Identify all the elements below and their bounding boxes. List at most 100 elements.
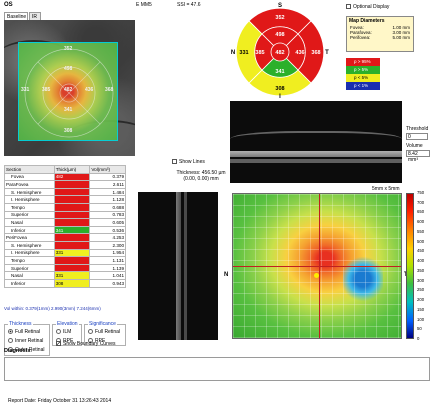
cell-thick: 331: [53, 271, 91, 280]
table-row[interactable]: PeriFovea 4.253: [4, 233, 126, 242]
cell-thick: [53, 233, 91, 242]
threshold-input[interactable]: 0: [406, 133, 428, 140]
table-row[interactable]: Tempo 0.688: [4, 202, 126, 212]
cell-vol: 0.783: [89, 210, 126, 220]
thickness-overlay[interactable]: 352 498 331 385 482 436 368 341 308: [18, 42, 118, 141]
horizontal-bscan-image[interactable]: [230, 101, 402, 183]
cell-vol: 1.041: [89, 271, 126, 280]
table-row[interactable]: S. Hemisphere 1.484: [4, 187, 126, 197]
radio-sig-full-retinal[interactable]: Full Retinal: [88, 329, 120, 335]
volume-label: Volume: [406, 143, 423, 149]
table-row[interactable]: Inferior 341 0.536: [4, 225, 126, 235]
fundus-val-left-outer: 331: [21, 87, 30, 93]
elevation-group: Elevation ILM RPE: [52, 321, 82, 346]
sector-val-outer-left: 331: [239, 50, 248, 56]
col-header-thick: Thick(µm): [53, 165, 91, 174]
cell-vol: 2.300: [89, 240, 126, 250]
map-diameters-title: Map Diameters: [349, 18, 385, 24]
cell-vol: 0.688: [89, 202, 126, 212]
fundus-val-center: 482: [64, 87, 73, 93]
vertical-bscan-image[interactable]: [138, 192, 218, 340]
cell-section: Fovea: [4, 172, 55, 182]
scale-tick-label: 100: [417, 316, 425, 322]
show-lines-checkbox[interactable]: Show Lines: [172, 159, 205, 165]
cursor-marker[interactable]: [314, 273, 319, 278]
thickness-coords: (0.00, 0.00) mm: [183, 176, 219, 182]
show-boundary-checkbox[interactable]: Show Boundary Curves: [56, 341, 116, 347]
scale-tick-label: 650: [417, 209, 425, 215]
table-row[interactable]: I. Hemisphere 1.128: [4, 195, 126, 204]
radio-icon: [8, 329, 13, 335]
scale-tick-label: 200: [417, 297, 425, 303]
map-label-t: T: [404, 272, 408, 278]
cell-vol: 1.128: [89, 195, 126, 204]
diagnosis-textarea[interactable]: [4, 357, 430, 381]
radio-icon: [88, 329, 93, 335]
fundus-val-inner-bottom: 341: [64, 107, 73, 113]
scale-tick-label: 750: [417, 190, 425, 195]
checkbox-icon: [172, 159, 177, 165]
cell-section: ParaFovea: [4, 180, 55, 189]
radio-icon: [8, 347, 13, 353]
scan-mode: E MM5: [136, 2, 152, 8]
cell-vol: 4.253: [89, 233, 126, 242]
vol-within-text: Vol within: 0.379(1mm) 2.990(3mm) 7.244(…: [4, 306, 101, 311]
cell-section: Inferior: [4, 225, 55, 235]
table-row[interactable]: I. Hemisphere 331 1.954: [4, 248, 126, 258]
sector-val-inner-right: 436: [295, 50, 304, 56]
map-diameter-row: Parafovea: 3.00 mm: [350, 30, 410, 35]
checkbox-icon: [346, 4, 351, 10]
table-row[interactable]: S. Hemisphere 2.300: [4, 240, 126, 250]
map-diameter-row: Fovea: 1.00 mm: [350, 25, 410, 30]
tab-ir[interactable]: IR: [29, 12, 41, 20]
optional-display-checkbox[interactable]: Optional Display: [346, 4, 389, 10]
show-lines-label: Show Lines: [179, 159, 205, 165]
table-row[interactable]: Inferior 308 0.943: [4, 278, 126, 288]
cell-section: Tempo: [4, 256, 55, 265]
sector-val-inner-top: 498: [275, 32, 284, 38]
cell-section: I. Hemisphere: [4, 195, 55, 204]
cell-section: I. Hemisphere: [4, 248, 55, 258]
table-row[interactable]: Tempo 1.131: [4, 256, 126, 265]
tab-baseline[interactable]: Baseline: [4, 12, 28, 20]
cell-vol: 1.131: [89, 256, 126, 265]
table-row[interactable]: Fovea 482 0.379: [4, 172, 126, 182]
radio-outer-retinal[interactable]: Outer Retinal: [8, 347, 44, 353]
sector-label-n: N: [231, 50, 235, 56]
fundus-val-inner-top: 498: [64, 66, 73, 72]
radio-ilm[interactable]: ILM: [56, 329, 71, 335]
significance-group-title: Significance: [88, 321, 117, 327]
scale-tick-label: 550: [417, 228, 425, 234]
table-row[interactable]: Nasal 0.605: [4, 218, 126, 227]
map-label-n: N: [224, 272, 229, 278]
legend-item: p < 5%: [346, 74, 380, 82]
table-row[interactable]: Nasal 331 1.041: [4, 271, 126, 280]
cell-section: Tempo: [4, 202, 55, 212]
cell-thick: [53, 256, 91, 265]
fundus-val-right-inner: 436: [85, 87, 94, 93]
table-row[interactable]: ParaFovea 2.611: [4, 180, 126, 189]
thickness-map[interactable]: [232, 193, 402, 339]
elevation-group-title: Elevation: [56, 321, 79, 327]
cell-vol: 0.379: [89, 172, 126, 182]
cell-section: Inferior: [4, 278, 55, 288]
radio-inner-retinal[interactable]: Inner Retinal: [8, 338, 43, 344]
show-boundary-label: Show Boundary Curves: [63, 341, 116, 347]
cell-section: Superior: [4, 210, 55, 220]
radio-sig-rpe[interactable]: RPE: [88, 338, 105, 344]
sector-val-inner-left: 385: [255, 50, 264, 56]
cell-section: PeriFovea: [4, 233, 55, 242]
cell-section: Nasal: [4, 218, 55, 227]
cell-section: Superior: [4, 263, 55, 273]
cell-thick: 482: [53, 172, 91, 182]
cell-vol: 0.605: [89, 218, 126, 227]
table-row[interactable]: Superior 0.783: [4, 210, 126, 220]
horizontal-cursor-line[interactable]: [233, 266, 401, 267]
threshold-panel: Threshold 0 Volume 8.42 mm³: [406, 126, 430, 163]
fundus-val-right-outer: 368: [105, 87, 114, 93]
cell-thick: [53, 210, 91, 220]
eye-label: OS: [4, 2, 13, 8]
radio-full-retinal[interactable]: Full Retinal: [8, 329, 40, 335]
table-row[interactable]: Superior 1.139: [4, 263, 126, 273]
radio-icon: [8, 338, 13, 344]
